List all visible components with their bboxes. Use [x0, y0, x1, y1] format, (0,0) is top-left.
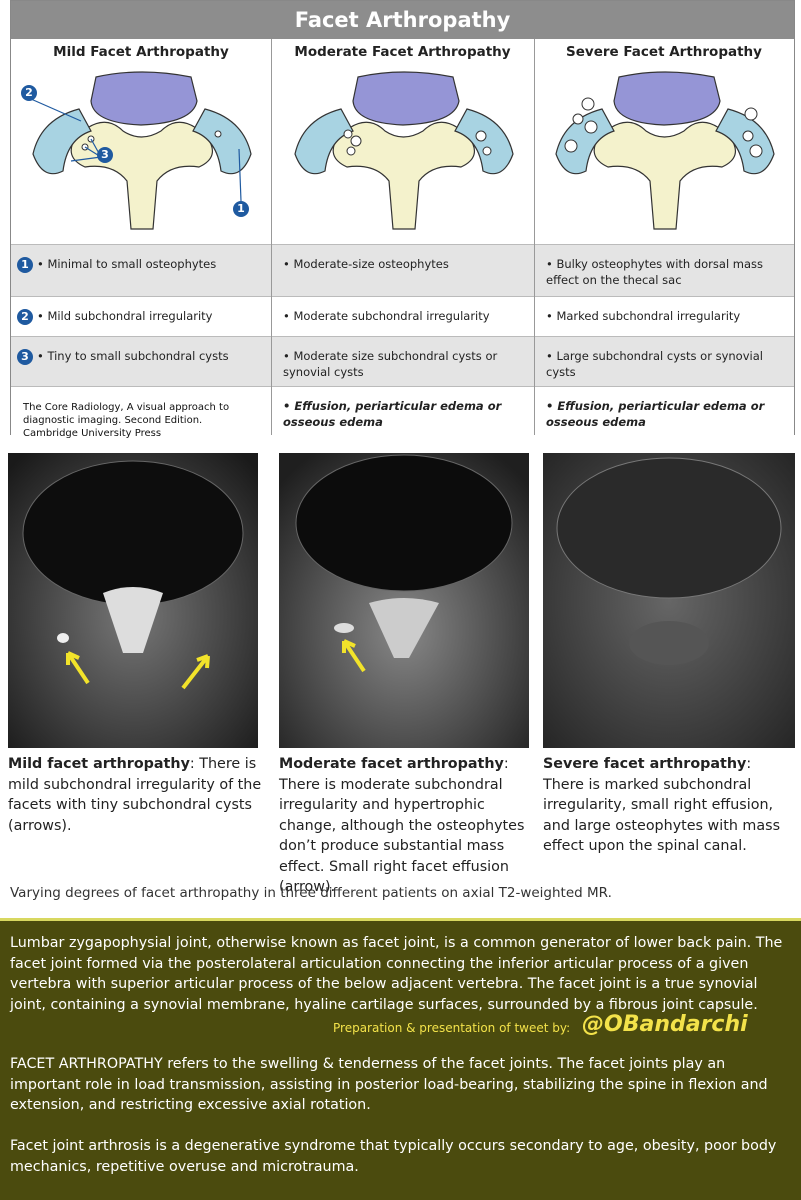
table-cell: • Moderate subchondral irregularity — [283, 309, 490, 323]
cysts — [81, 97, 763, 158]
column-heading: Moderate Facet Arthropathy — [294, 44, 511, 60]
summary-panel: Facet Arthropathy Mild Facet Arthropathy… — [10, 0, 795, 439]
handle: @OBandarchi — [582, 1012, 748, 1037]
callout: 2 — [21, 85, 37, 101]
callout-lines — [30, 98, 242, 202]
table-cell: • Minimal to small osteophytes — [37, 257, 217, 271]
paragraph: Lumbar zygapophysial joint, otherwise kn… — [10, 935, 783, 1013]
citation: The Core Radiology, A visual approach to… — [23, 402, 230, 439]
vertebra-diagram — [32, 71, 252, 230]
image-caption: Mild facet arthropathy: There is mild su… — [8, 754, 263, 836]
table-cell: • Mild subchondral irregularity — [37, 309, 213, 323]
callout: 1 — [233, 201, 249, 217]
table-row: 3 • Tiny to small subchondral cysts • Mode… — [11, 336, 794, 387]
row-marker: 3 — [17, 349, 33, 365]
caption-term: Moderate facet arthropathy — [279, 756, 504, 772]
table-cell: • Large subchondral cysts or synovial cy… — [546, 349, 763, 379]
image-caption: Severe facet arthropathy: There is marke… — [543, 754, 793, 857]
table-cell: • Moderate-size osteophytes — [283, 257, 449, 271]
column-heading: Mild Facet Arthropathy — [53, 44, 229, 60]
vertebra-diagram — [294, 71, 514, 230]
table-cell: • Tiny to small subchondral cysts — [37, 349, 229, 363]
mri-image — [543, 453, 795, 748]
separator — [534, 39, 535, 435]
diagrams — [30, 71, 775, 230]
table-cell: • Moderate size subchondral cysts or syn… — [283, 349, 498, 379]
mri-image — [8, 453, 258, 748]
caption-term: Severe facet arthropathy — [543, 756, 747, 772]
image-caption: Moderate facet arthropathy: There is mod… — [279, 754, 529, 898]
caption-term: Mild facet arthropathy — [8, 756, 190, 772]
text-panel — [0, 918, 801, 1200]
caption-text: : There is moderate subchondral irregula… — [279, 756, 525, 895]
caption-text: : There is marked subchondral irregulari… — [543, 756, 781, 854]
vertebra-diagram — [555, 71, 775, 230]
mri-image — [279, 453, 529, 748]
table-cell: • Effusion, periarticular edema or osseo… — [546, 399, 765, 429]
table-row: 2 • Mild subchondral irregularity • Modera… — [11, 296, 794, 337]
row-marker: 1 — [17, 257, 33, 273]
callout: 3 — [97, 147, 113, 163]
title: Facet Arthropathy — [11, 1, 794, 39]
column-heading: Severe Facet Arthropathy — [566, 44, 762, 60]
table-cell: • Bulky osteophytes with dorsal mass eff… — [546, 257, 764, 287]
caption-text: : There is mild subchondral irregularity… — [8, 756, 262, 834]
figure-caption: Varying degrees of facet arthropathy in … — [10, 885, 612, 901]
table-cell: • Marked subchondral irregularity — [546, 309, 741, 323]
separator — [271, 39, 272, 435]
table-row: The Core Radiology, A visual approach to… — [11, 386, 794, 439]
credit: Preparation & presentation of tweet by: — [333, 1021, 571, 1035]
paragraph: FACET ARTHROPATHY refers to the swelling… — [10, 1056, 768, 1113]
row-marker: 2 — [17, 309, 33, 325]
table-cell: • Effusion, periarticular edema or osseo… — [283, 399, 502, 429]
table-row: 1 • Minimal to small osteophytes • Moderat… — [11, 244, 794, 297]
paragraph: Facet joint arthrosis is a degenerative … — [10, 1138, 777, 1175]
